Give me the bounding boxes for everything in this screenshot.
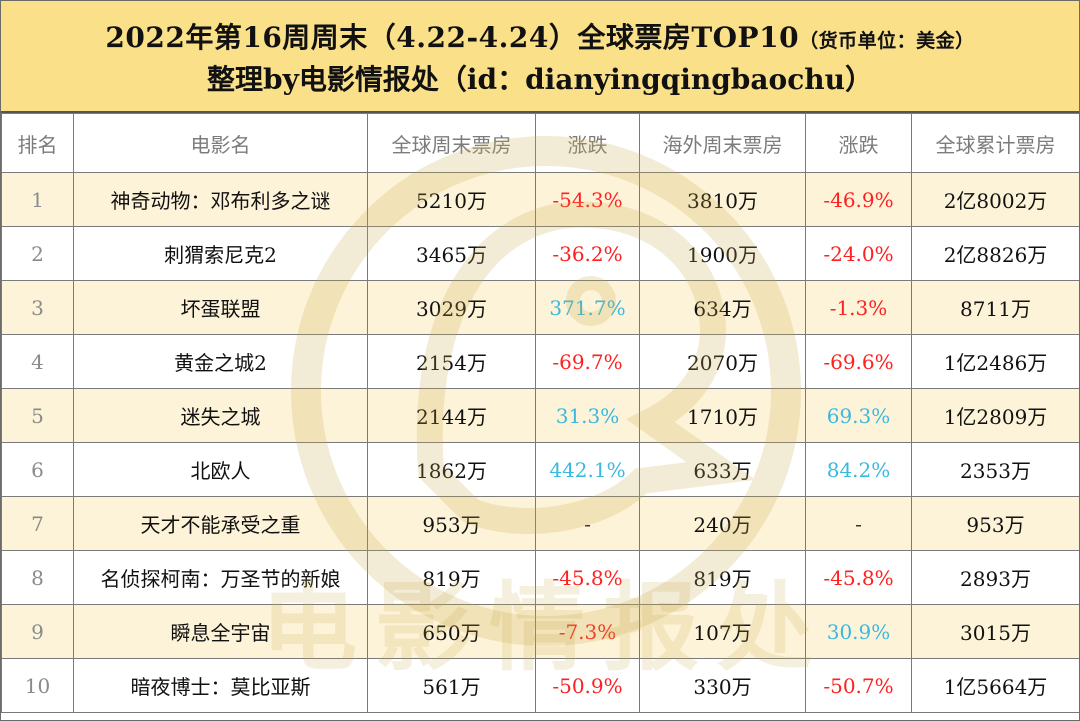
movie-name-cell: 天才不能承受之重 [73,496,368,551]
movie-name-cell: 黄金之城2 [73,334,368,389]
rank-cell: 5 [1,388,74,443]
movie-name-cell: 刺猬索尼克2 [73,226,368,281]
overseas-change-cell: -24.0% [805,226,912,281]
global-change-cell: - [535,496,640,551]
rank-cell: 4 [1,334,74,389]
overseas-change-cell: 84.2% [805,442,912,497]
movie-name-cell: 暗夜博士：莫比亚斯 [73,658,368,713]
global-weekend-cell: 1862万 [367,442,536,497]
global-change-cell: -54.3% [535,172,640,227]
global-change-cell: -36.2% [535,226,640,281]
overseas-change-cell: -45.8% [805,550,912,605]
cumulative-cell: 2亿8826万 [911,226,1079,281]
table-row: 9 瞬息全宇宙 650万 -7.3% 107万 30.9% 3015万 [1,604,1079,659]
overseas-weekend-cell: 240万 [639,496,806,551]
column-header-global-weekend: 全球周末票房 [367,113,536,173]
table-row: 4 黄金之城2 2154万 -69.7% 2070万 -69.6% 1亿2486万 [1,334,1079,389]
column-header-cumulative: 全球累计票房 [911,113,1079,173]
table-row: 10 暗夜博士：莫比亚斯 561万 -50.9% 330万 -50.7% 1亿5664万 [1,658,1079,713]
column-header-movie-name: 电影名 [73,113,368,173]
title-main: 2022年第16周周末（4.22-4.24）全球票房TOP10 [105,21,800,54]
rank-cell: 9 [1,604,74,659]
global-weekend-cell: 2154万 [367,334,536,389]
overseas-weekend-cell: 819万 [639,550,806,605]
movie-name-cell: 名侦探柯南：万圣节的新娘 [73,550,368,605]
cumulative-cell: 2亿8002万 [911,172,1079,227]
rank-cell: 3 [1,280,74,335]
table-row: 6 北欧人 1862万 442.1% 633万 84.2% 2353万 [1,442,1079,497]
overseas-change-cell: - [805,496,912,551]
rank-cell: 6 [1,442,74,497]
cumulative-cell: 2353万 [911,442,1079,497]
global-weekend-cell: 3029万 [367,280,536,335]
table-header-row: 排名 电影名 全球周末票房 涨跌 海外周末票房 涨跌 全球累计票房 [1,113,1079,173]
table-row: 7 天才不能承受之重 953万 -240万 -953万 [1,496,1079,551]
global-change-cell: -50.9% [535,658,640,713]
overseas-weekend-cell: 107万 [639,604,806,659]
rank-cell: 10 [1,658,74,713]
column-header-overseas-weekend: 海外周末票房 [639,113,806,173]
movie-name-cell: 坏蛋联盟 [73,280,368,335]
movie-name-cell: 迷失之城 [73,388,368,443]
global-weekend-cell: 819万 [367,550,536,605]
global-change-cell: -45.8% [535,550,640,605]
global-weekend-cell: 2144万 [367,388,536,443]
table-row: 5 迷失之城 2144万 31.3% 1710万 69.3% 1亿2809万 [1,388,1079,443]
overseas-change-cell: 69.3% [805,388,912,443]
global-change-cell: -7.3% [535,604,640,659]
overseas-weekend-cell: 1900万 [639,226,806,281]
cumulative-cell: 1亿2486万 [911,334,1079,389]
box-office-table: 排名 电影名 全球周末票房 涨跌 海外周末票房 涨跌 全球累计票房 1 神奇动物：… [1,113,1079,713]
global-change-cell: -69.7% [535,334,640,389]
global-change-cell: 31.3% [535,388,640,443]
rank-cell: 1 [1,172,74,227]
cumulative-cell: 3015万 [911,604,1079,659]
overseas-change-cell: -50.7% [805,658,912,713]
global-change-cell: 371.7% [535,280,640,335]
currency-unit-note: （货币单位：美金） [799,30,975,52]
cumulative-cell: 1亿2809万 [911,388,1079,443]
global-weekend-cell: 3465万 [367,226,536,281]
movie-name-cell: 瞬息全宇宙 [73,604,368,659]
cumulative-cell: 2893万 [911,550,1079,605]
table-row: 1 神奇动物：邓布利多之谜 5210万 -54.3% 3810万 -46.9% 2亿8002… [1,172,1079,227]
overseas-weekend-cell: 330万 [639,658,806,713]
cumulative-cell: 8711万 [911,280,1079,335]
global-weekend-cell: 650万 [367,604,536,659]
global-weekend-cell: 5210万 [367,172,536,227]
column-header-overseas-change: 涨跌 [805,113,912,173]
cumulative-cell: 953万 [911,496,1079,551]
table-row: 2 刺猬索尼克2 3465万 -36.2% 1900万 -24.0% 2亿8826万 [1,226,1079,281]
overseas-change-cell: 30.9% [805,604,912,659]
overseas-weekend-cell: 3810万 [639,172,806,227]
cumulative-cell: 1亿5664万 [911,658,1079,713]
column-header-rank: 排名 [1,113,74,173]
overseas-weekend-cell: 1710万 [639,388,806,443]
table-header-banner: 2022年第16周周末（4.22-4.24）全球票房TOP10（货币单位：美金）… [1,1,1079,113]
page-subtitle: 整理by电影情报处（id：dianyingqingbaochu） [207,63,873,96]
movie-name-cell: 神奇动物：邓布利多之谜 [73,172,368,227]
table-body: 1 神奇动物：邓布利多之谜 5210万 -54.3% 3810万 -46.9% 2亿8002… [1,172,1079,713]
global-weekend-cell: 561万 [367,658,536,713]
overseas-change-cell: -46.9% [805,172,912,227]
page-title: 2022年第16周周末（4.22-4.24）全球票房TOP10（货币单位：美金） [1,19,1079,60]
global-change-cell: 442.1% [535,442,640,497]
overseas-weekend-cell: 634万 [639,280,806,335]
global-weekend-cell: 953万 [367,496,536,551]
overseas-change-cell: -69.6% [805,334,912,389]
rank-cell: 2 [1,226,74,281]
overseas-change-cell: -1.3% [805,280,912,335]
column-header-global-change: 涨跌 [535,113,640,173]
movie-name-cell: 北欧人 [73,442,368,497]
overseas-weekend-cell: 633万 [639,442,806,497]
table-row: 3 坏蛋联盟 3029万 371.7% 634万 -1.3% 8711万 [1,280,1079,335]
rank-cell: 8 [1,550,74,605]
table-row: 8 名侦探柯南：万圣节的新娘 819万 -45.8% 819万 -45.8% 2893万 [1,550,1079,605]
rank-cell: 7 [1,496,74,551]
overseas-weekend-cell: 2070万 [639,334,806,389]
